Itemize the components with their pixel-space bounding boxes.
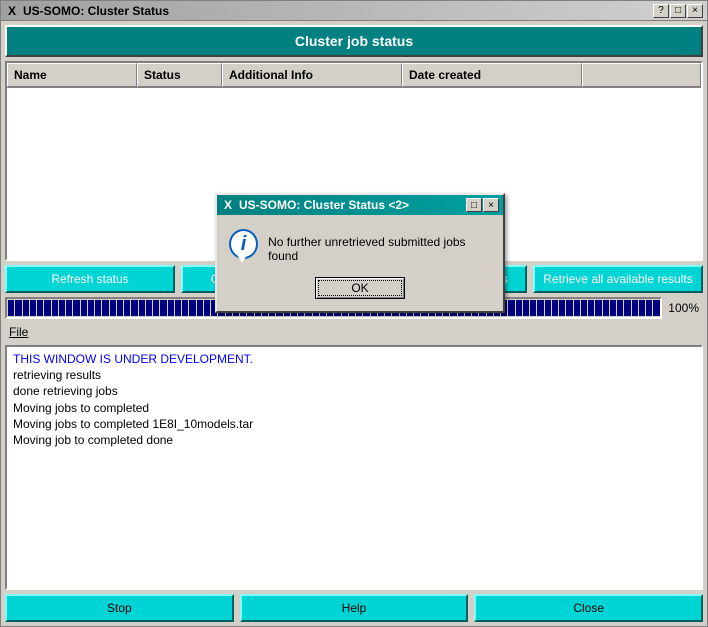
log-line: retrieving results <box>13 367 695 383</box>
col-name[interactable]: Name <box>7 63 137 87</box>
close-titlebar-button[interactable]: × <box>687 4 703 18</box>
refresh-status-button[interactable]: Refresh status <box>5 265 175 293</box>
log-line: done retrieving jobs <box>13 383 695 399</box>
dialog-close-button[interactable]: × <box>483 198 499 212</box>
dialog-app-icon: X <box>221 198 235 212</box>
close-button[interactable]: Close <box>474 594 703 622</box>
col-date-created[interactable]: Date created <box>402 63 582 87</box>
log-line: Moving jobs to completed <box>13 400 695 416</box>
maximize-button[interactable]: □ <box>670 4 686 18</box>
help-button[interactable]: Help <box>240 594 469 622</box>
menu-bar: File <box>5 323 703 341</box>
log-output: THIS WINDOW IS UNDER DEVELOPMENT. retrie… <box>5 345 703 590</box>
dialog-maximize-button[interactable]: □ <box>466 198 482 212</box>
log-line: Moving job to completed done <box>13 432 695 448</box>
dialog-titlebar[interactable]: X US-SOMO: Cluster Status <2> □ × <box>217 195 503 215</box>
ok-button[interactable]: OK <box>315 277 405 299</box>
window-body: Cluster job status Name Status Additiona… <box>1 21 707 626</box>
stop-button[interactable]: Stop <box>5 594 234 622</box>
col-additional-info[interactable]: Additional Info <box>222 63 402 87</box>
window-title: US-SOMO: Cluster Status <box>23 4 652 18</box>
dialog-message: No further unretrieved submitted jobs fo… <box>268 229 491 263</box>
col-empty <box>582 63 701 87</box>
log-line: Moving jobs to completed 1E8I_10models.t… <box>13 416 695 432</box>
log-dev-notice: THIS WINDOW IS UNDER DEVELOPMENT. <box>13 351 695 367</box>
progress-percent: 100% <box>668 301 703 315</box>
info-icon: i <box>229 229 258 259</box>
help-titlebar-button[interactable]: ? <box>653 4 669 18</box>
file-menu[interactable]: File <box>9 325 28 339</box>
titlebar[interactable]: X US-SOMO: Cluster Status ? □ × <box>1 1 707 21</box>
app-icon: X <box>5 4 19 18</box>
bottom-buttons: Stop Help Close <box>5 594 703 622</box>
main-window: X US-SOMO: Cluster Status ? □ × Cluster … <box>0 0 708 627</box>
retrieve-all-button[interactable]: Retrieve all available results <box>533 265 703 293</box>
col-status[interactable]: Status <box>137 63 222 87</box>
table-header: Name Status Additional Info Date created <box>7 63 701 88</box>
info-dialog: X US-SOMO: Cluster Status <2> □ × i No f… <box>215 193 505 313</box>
page-title: Cluster job status <box>5 25 703 57</box>
dialog-title: US-SOMO: Cluster Status <2> <box>239 198 465 212</box>
jobs-table: Name Status Additional Info Date created… <box>5 61 703 261</box>
